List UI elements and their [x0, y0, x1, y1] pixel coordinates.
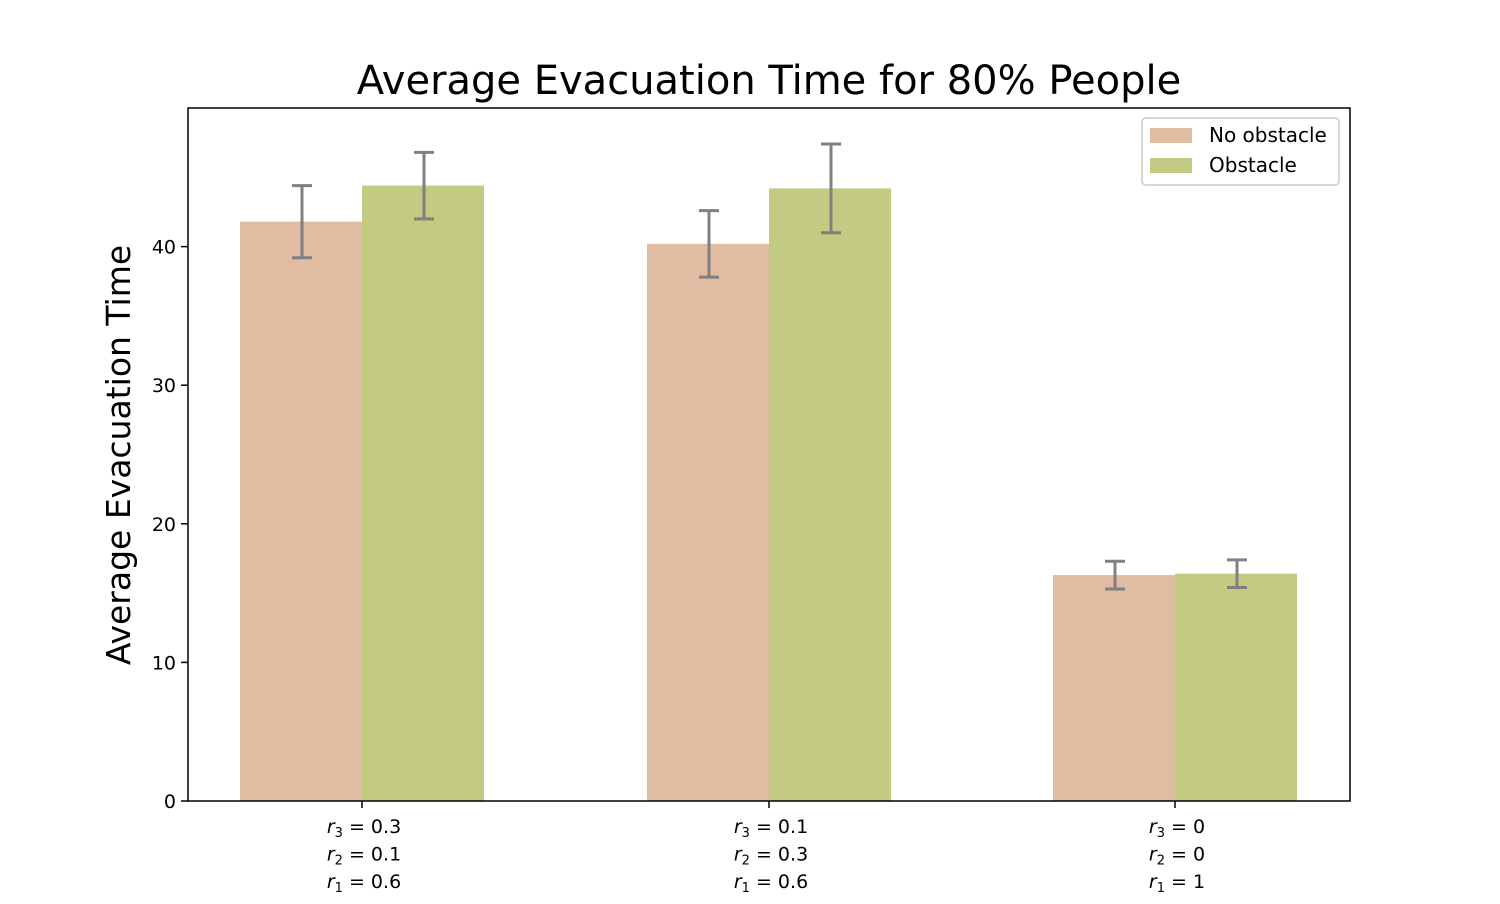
y-tick-label: 40 — [152, 237, 176, 259]
bar — [1175, 573, 1297, 801]
error-bar — [821, 142, 841, 235]
chart-title: Average Evacuation Time for 80% People — [357, 58, 1181, 104]
bar — [240, 221, 362, 802]
y-tick-label: 0 — [164, 791, 176, 813]
error-bar — [1227, 558, 1247, 590]
x-tick-label: r2 = 0 — [1149, 844, 1205, 869]
error-bar — [699, 209, 719, 279]
y-tick-label: 20 — [152, 514, 176, 536]
legend-swatch — [1150, 128, 1192, 143]
plot-frame — [187, 107, 1351, 802]
x-tick-label: r1 = 0.6 — [327, 871, 401, 896]
bar — [1053, 575, 1175, 801]
error-bar — [414, 150, 434, 221]
legend-label: Obstacle — [1209, 153, 1297, 177]
x-tick-label: r3 = 0 — [1149, 816, 1205, 841]
bar — [362, 185, 484, 802]
legend-label: No obstacle — [1209, 123, 1327, 147]
error-bar — [1105, 559, 1125, 591]
bar — [769, 188, 891, 801]
x-tick-label: r2 = 0.1 — [327, 844, 401, 869]
x-tick-label: r2 = 0.3 — [734, 844, 808, 869]
legend: No obstacle Obstacle — [1141, 117, 1340, 186]
x-tick-label: r3 = 0.1 — [734, 816, 808, 841]
legend-swatch — [1150, 158, 1192, 173]
x-tick-label: r1 = 1 — [1149, 871, 1205, 896]
y-axis-label: Average Evacuation Time — [99, 245, 138, 665]
bar — [647, 243, 769, 801]
error-bar — [292, 184, 312, 260]
y-tick-label: 30 — [152, 375, 176, 397]
x-tick-label: r1 = 0.6 — [734, 871, 808, 896]
x-tick-label: r3 = 0.3 — [327, 816, 401, 841]
y-tick-label: 10 — [152, 652, 176, 674]
